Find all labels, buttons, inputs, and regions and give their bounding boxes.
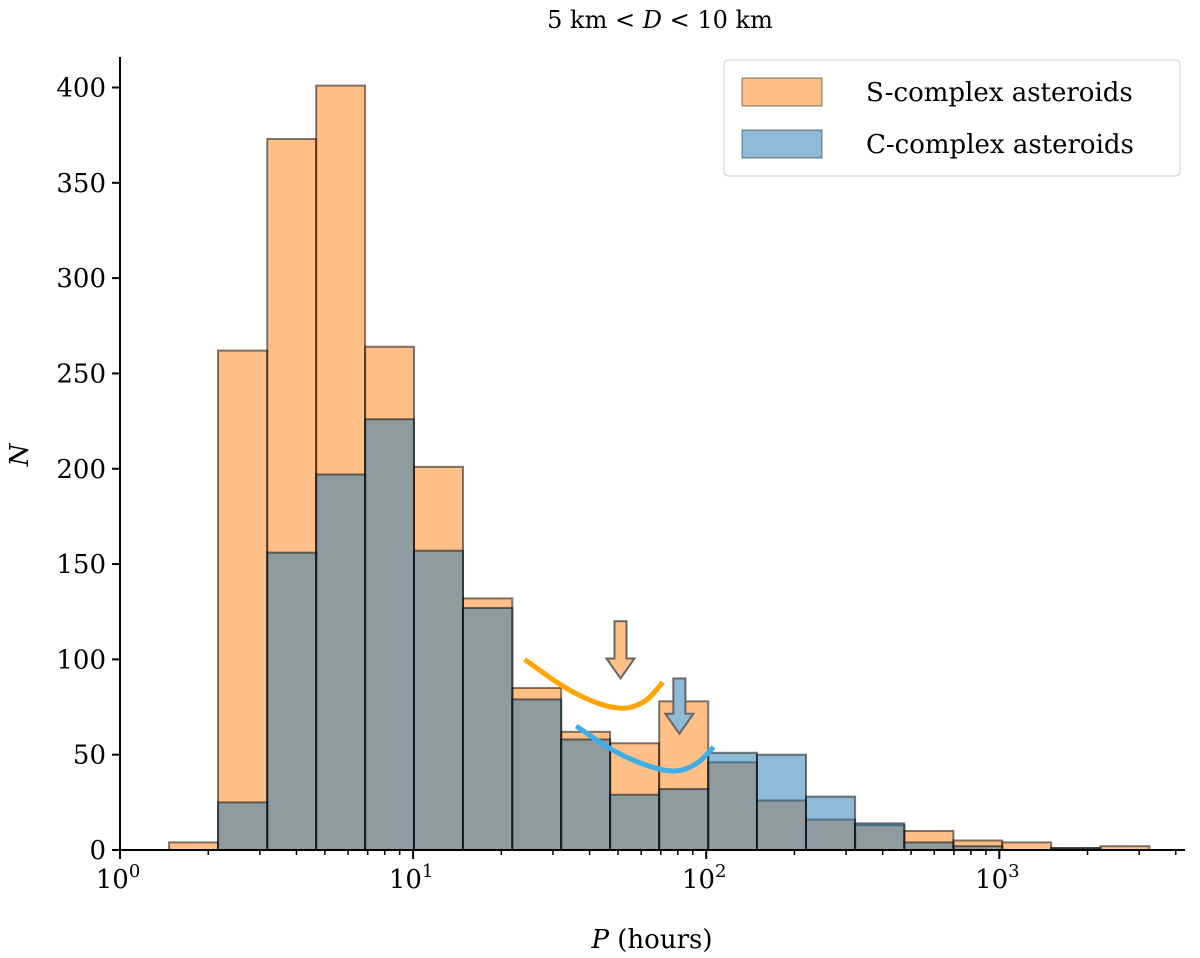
bar-c-11 [707,751,758,851]
down-arrow-icon-1 [663,677,696,736]
axes: 0 50 100 150 200 250 300 350 400 100 101 102 103 [56,57,1185,895]
bar-s-1 [217,349,269,851]
chart-title: 5 km < D < 10 km [547,6,773,34]
y-tick-label: 100 [56,645,106,675]
fit-curve-1 [574,724,716,774]
legend-swatch-c [741,129,823,159]
y-tick-label: 400 [56,74,106,104]
y-tick-label: 50 [73,741,106,771]
bar-s-17 [1001,841,1053,851]
legend-label-c: C-complex asteroids [866,130,1134,160]
bar-c-15 [903,841,955,851]
bar-c-14 [854,822,906,851]
x-tick-label: 100 [96,861,141,895]
x-axis-label: P (hours) [591,925,713,955]
y-tick-label: 250 [56,359,106,389]
bar-c-8 [560,738,612,851]
bar-c-1 [217,801,269,851]
bar-c-3 [315,473,367,851]
bar-c-6 [462,606,514,851]
bar-c-4 [364,418,415,851]
x-tick-label: 102 [682,861,727,895]
x-tick-label: 101 [389,861,434,895]
legend-swatch-s [741,77,823,107]
bar-c-2 [266,551,318,851]
bar-c-10 [658,788,710,851]
bar-c-13 [805,795,857,851]
legend: S-complex asteroids C-complex asteroids [723,59,1181,177]
y-tick-label: 300 [56,264,106,294]
bar-c-7 [511,698,563,851]
y-tick-label: 350 [56,169,106,199]
bar-c-5 [412,549,465,851]
y-tick-label: 150 [56,550,106,580]
legend-label-s: S-complex asteroids [866,78,1133,108]
y-axis-label: N [5,442,35,467]
bar-c-9 [609,793,661,851]
y-tick-label: 200 [56,455,106,485]
annotations [523,620,716,774]
y-tick-label: 0 [89,836,106,866]
legend-frame [723,59,1181,177]
bar-c-12 [755,753,808,851]
c-complex-bars [217,418,1102,851]
fit-curve-0 [523,657,665,711]
down-arrow-icon-0 [604,620,637,681]
bar-s-0 [168,841,220,851]
x-tick-label: 103 [975,861,1020,895]
